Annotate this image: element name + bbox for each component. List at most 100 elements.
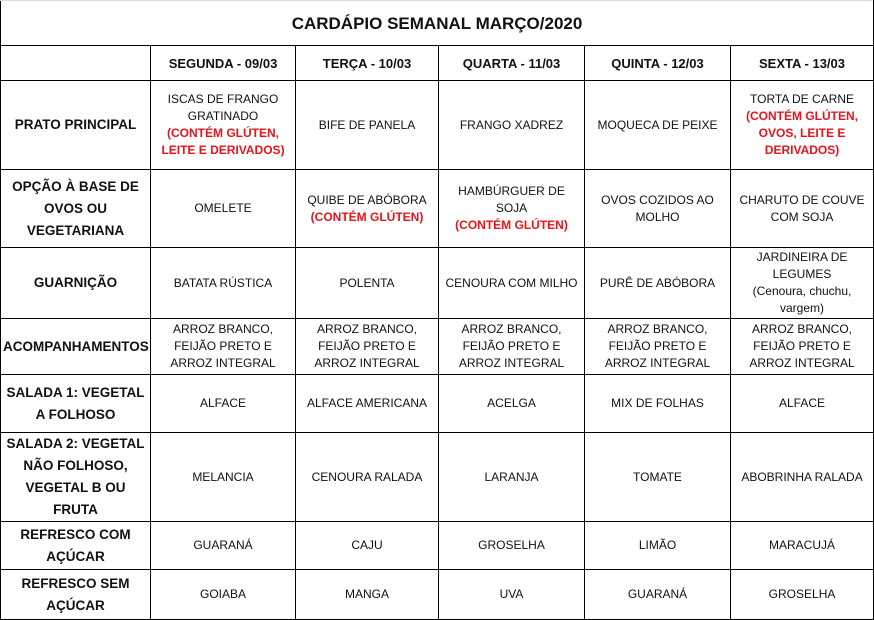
menu-cell: ALFACE <box>150 374 296 433</box>
menu-cell: ARROZ BRANCO, FEIJÃO PRETO E ARROZ INTEG… <box>729 318 874 375</box>
menu-cell: MANGA <box>295 569 439 620</box>
menu-row: REFRESCO SEM AÇÚCAR GOIABA MANGA UVA GUARANÁ… <box>0 569 874 620</box>
dish-name: LIMÃO <box>638 538 677 552</box>
row-label: OPÇÃO À BASE DE OVOS OU VEGETARIANA <box>0 169 151 248</box>
menu-row: SALADA 1: VEGETAL A FOLHOSO ALFACE ALFACE … <box>0 374 874 433</box>
dish-name: MOQUECA DE PEIXE <box>597 117 718 132</box>
dish-name: GUARANÁ <box>193 538 253 552</box>
dish-name: OMELETE <box>194 201 252 215</box>
dish-name: ARROZ BRANCO, FEIJÃO PRETO E ARROZ INTEG… <box>314 322 420 370</box>
menu-cell: CAJU <box>295 521 439 570</box>
dish-name: UVA <box>499 587 524 601</box>
dish-name: GUARANÁ <box>627 587 688 601</box>
allergen-warning: (CONTÉM GLÚTEN) <box>310 209 424 224</box>
menu-cell: CHARUTO DE COUVE COM SOJA <box>729 169 874 248</box>
row-label: PRATO PRINCIPAL <box>0 80 151 170</box>
dish-name: ARROZ BRANCO, FEIJÃO PRETO E ARROZ INTEG… <box>749 322 855 370</box>
menu-cell: ARROZ BRANCO, FEIJÃO PRETO E ARROZ INTEG… <box>150 318 296 375</box>
row-label: SALADA 1: VEGETAL A FOLHOSO <box>0 374 151 433</box>
menu-cell: ALFACE AMERICANA <box>295 374 439 433</box>
dish-name: TOMATE <box>633 469 682 484</box>
menu-cell: TOMATE <box>584 432 731 522</box>
menu-row: REFRESCO COM AÇÚCAR GUARANÁ CAJU GROSELHA LI… <box>0 521 874 570</box>
dish-name: MARACUJÁ <box>769 538 836 552</box>
dish-name: ACELGA <box>487 396 536 410</box>
day-header: TERÇA - 10/03 <box>295 45 439 81</box>
menu-cell: MARACUJÁ <box>729 521 874 570</box>
dish-name: CAJU <box>351 538 383 552</box>
dish-name: ARROZ BRANCO, FEIJÃO PRETO E ARROZ INTEG… <box>458 322 565 370</box>
dish-name: JARDINEIRA DE LEGUMES <box>756 250 848 281</box>
day-header: SEGUNDA - 09/03 <box>150 45 296 81</box>
menu-title: CARDÁPIO SEMANAL MARÇO/2020 <box>0 0 874 46</box>
dish-name: HAMBÚRGUER DE SOJA <box>458 184 565 215</box>
dish-name: ARROZ BRANCO, FEIJÃO PRETO E ARROZ INTEG… <box>170 322 276 370</box>
dish-name: ALFACE <box>199 396 247 410</box>
dish-name: GOIABA <box>199 587 246 601</box>
menu-cell: LIMÃO <box>584 521 731 570</box>
menu-cell: OMELETE <box>150 169 296 248</box>
day-header: QUARTA - 11/03 <box>438 45 585 81</box>
menu-cell: MIX DE FOLHAS <box>584 374 731 433</box>
dish-name: PURÊ DE ABÓBORA <box>599 275 716 290</box>
dish-name: FRANGO XADREZ <box>459 117 564 132</box>
menu-cell: HAMBÚRGUER DE SOJA (CONTÉM GLÚTEN) <box>438 169 585 248</box>
menu-cell: ARROZ BRANCO, FEIJÃO PRETO E ARROZ INTEG… <box>295 318 439 375</box>
menu-cell: ABOBRINHA RALADA <box>729 432 874 522</box>
dish-name: MANGA <box>344 587 389 601</box>
row-label: REFRESCO COM AÇÚCAR <box>0 521 151 570</box>
allergen-warning: (CONTÉM GLÚTEN) <box>455 218 568 232</box>
dish-name: ISCAS DE FRANGO GRATINADO <box>167 92 279 123</box>
dish-name: ALFACE AMERICANA <box>306 396 428 410</box>
menu-row: SALADA 2: VEGETAL NÃO FOLHOSO, VEGETAL B… <box>0 432 874 522</box>
menu-cell: GROSELHA <box>438 521 585 570</box>
menu-cell: MOQUECA DE PEIXE <box>584 80 731 170</box>
menu-cell: POLENTA <box>295 247 439 319</box>
allergen-warning: (CONTÉM GLÚTEN, LEITE E DERIVADOS) <box>161 126 285 157</box>
menu-cell: GUARANÁ <box>150 521 296 570</box>
day-header: QUINTA - 12/03 <box>584 45 731 81</box>
dish-name: ABOBRINHA RALADA <box>741 469 863 484</box>
allergen-warning: (CONTÉM GLÚTEN, OVOS, LEITE E DERIVADOS) <box>746 109 859 157</box>
menu-cell: CENOURA RALADA <box>295 432 439 522</box>
menu-cell: ACELGA <box>438 374 585 433</box>
dish-name: BATATA RÚSTICA <box>173 275 273 290</box>
menu-cell: LARANJA <box>438 432 585 522</box>
menu-cell: GOIABA <box>150 569 296 620</box>
menu-cell: CENOURA COM MILHO <box>438 247 585 319</box>
dish-name: ALFACE <box>779 396 826 410</box>
menu-cell: UVA <box>438 569 585 620</box>
dish-name: MELANCIA <box>192 469 254 484</box>
dish-name: OVOS COZIDOS AO MOLHO <box>601 192 714 224</box>
menu-cell: JARDINEIRA DE LEGUMES (Cenoura, chuchu, v… <box>729 247 874 319</box>
menu-cell: ARROZ BRANCO, FEIJÃO PRETO E ARROZ INTEG… <box>584 318 731 375</box>
menu-cell: BATATA RÚSTICA <box>150 247 296 319</box>
menu-row: OPÇÃO À BASE DE OVOS OU VEGETARIANA OMELE… <box>0 169 874 248</box>
header-row: SEGUNDA - 09/03 TERÇA - 10/03 QUARTA - 1… <box>0 45 874 81</box>
dish-name: MIX DE FOLHAS <box>611 396 704 410</box>
dish-name: GROSELHA <box>768 587 836 601</box>
dish-name: QUIBE DE ABÓBORA <box>307 192 427 207</box>
row-label: ACOMPANHAMENTOS <box>0 318 151 375</box>
menu-row: ACOMPANHAMENTOS ARROZ BRANCO, FEIJÃO PRET… <box>0 318 874 375</box>
menu-cell: BIFE DE PANELA <box>295 80 439 170</box>
menu-cell: PURÊ DE ABÓBORA <box>584 247 731 319</box>
menu-cell: FRANGO XADREZ <box>438 80 585 170</box>
menu-cell: ARROZ BRANCO, FEIJÃO PRETO E ARROZ INTEG… <box>438 318 585 375</box>
dish-name: LARANJA <box>484 469 539 484</box>
row-label: SALADA 2: VEGETAL NÃO FOLHOSO, VEGETAL B… <box>0 432 151 522</box>
row-label: REFRESCO SEM AÇÚCAR <box>0 569 151 620</box>
menu-cell: OVOS COZIDOS AO MOLHO <box>584 169 731 248</box>
corner-cell <box>0 45 151 81</box>
menu-cell: ALFACE <box>729 374 874 433</box>
menu-cell: GROSELHA <box>729 569 874 620</box>
dish-note: (Cenoura, chuchu, vargem) <box>752 284 852 315</box>
menu-cell: ISCAS DE FRANGO GRATINADO (CONTÉM GLÚTEN,… <box>150 80 296 170</box>
menu-cell: GUARANÁ <box>584 569 731 620</box>
menu-cell: TORTA DE CARNE (CONTÉM GLÚTEN, OVOS, LEIT… <box>729 80 874 170</box>
dish-name: CENOURA RALADA <box>311 469 423 484</box>
day-header: SEXTA - 13/03 <box>729 45 874 81</box>
row-label: GUARNIÇÃO <box>0 247 151 319</box>
dish-name: BIFE DE PANELA <box>318 117 416 132</box>
